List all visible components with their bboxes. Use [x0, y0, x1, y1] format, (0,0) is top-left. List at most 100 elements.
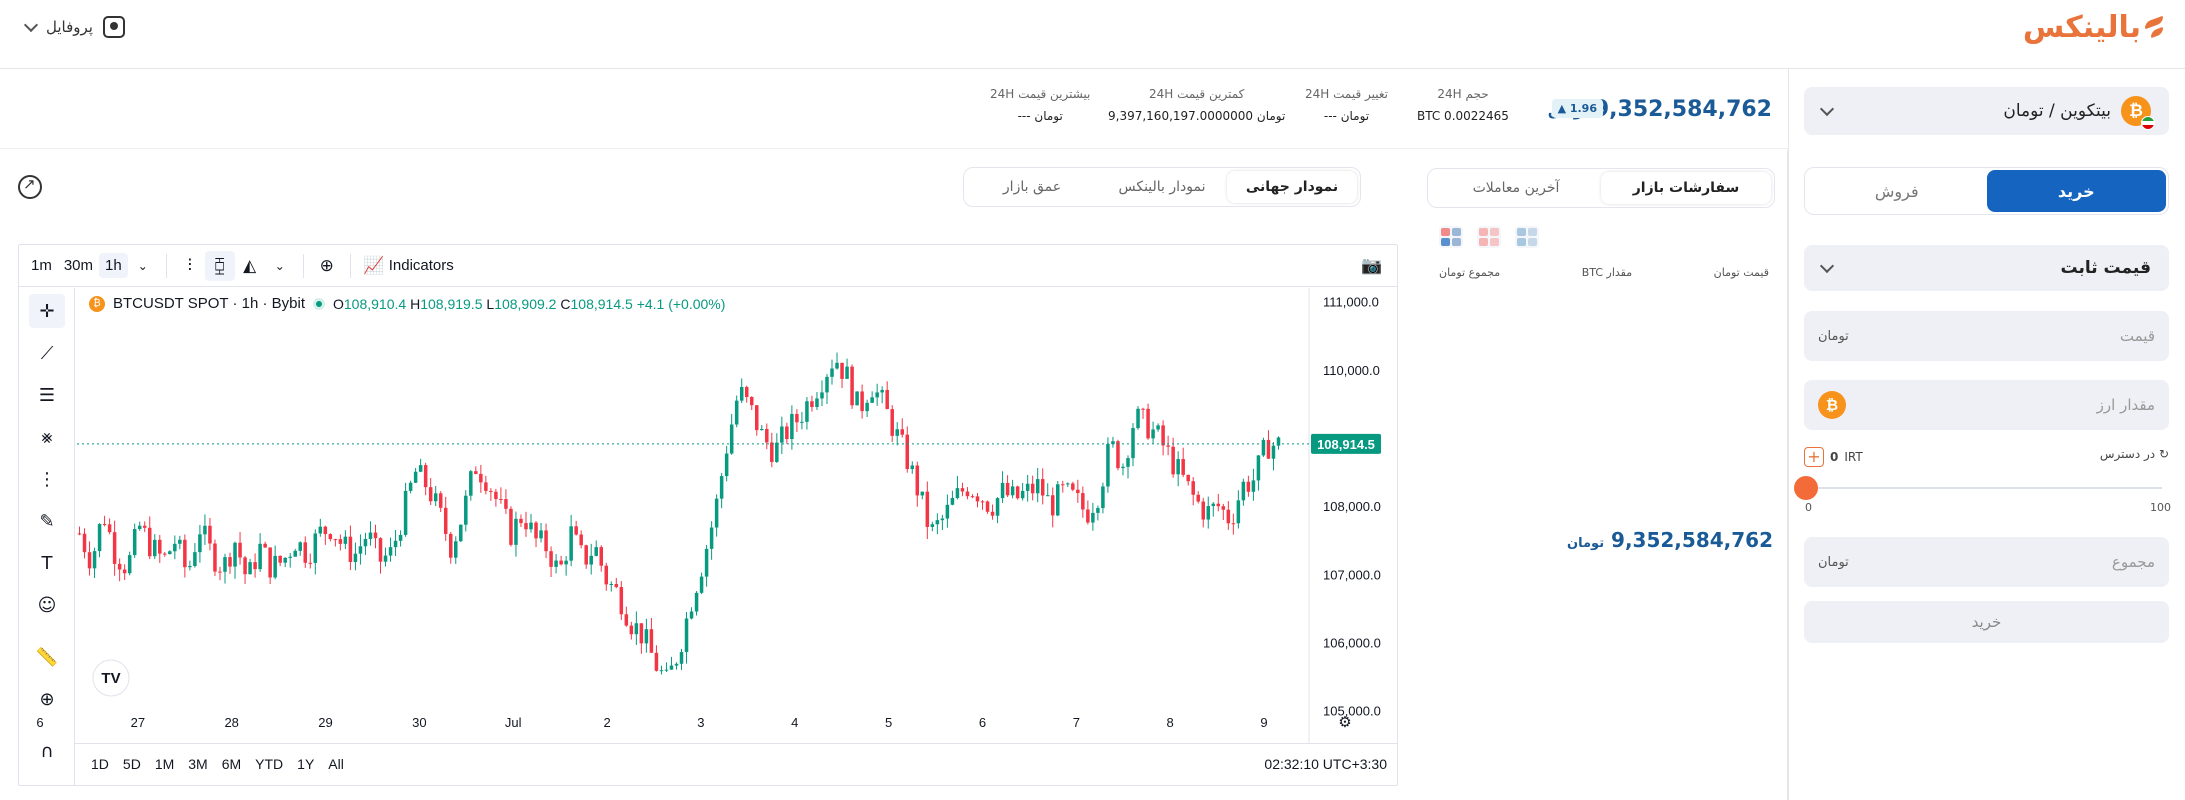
tab-market-orders[interactable]: سفارشات بازار — [1601, 172, 1771, 204]
candle-body — [1181, 459, 1185, 475]
range-5d[interactable]: 5D — [122, 756, 141, 772]
y-tick-label: 110,000.0 — [1323, 363, 1380, 378]
price-chart-canvas[interactable]: 111,000.0 110,000.0 108,000.0 107,000.0 106,… — [19, 288, 1397, 744]
fib-icon[interactable]: ☰ — [38, 384, 56, 406]
total-input[interactable]: مجموع تومان — [1804, 537, 2169, 587]
candle-body — [238, 542, 242, 558]
deposit-plus-button[interactable]: + — [1804, 447, 1824, 467]
sell-tab[interactable]: فروش — [1874, 181, 1919, 201]
profile-menu[interactable]: پروفایل — [23, 16, 125, 38]
tab-balinex-chart[interactable]: نمودار بالینکس — [1118, 179, 1206, 195]
range-1d[interactable]: 1D — [91, 756, 109, 772]
text-icon[interactable]: T — [41, 552, 53, 574]
mid-price-value: 9,352,584,762 — [1611, 528, 1773, 552]
timeframe-1h[interactable]: 1h — [99, 253, 128, 278]
view-bids-icon[interactable] — [1515, 226, 1539, 248]
candle-body — [82, 533, 87, 553]
pair-selector[interactable]: ₿ بیتکوین / تومان — [1804, 87, 2169, 135]
candle-body — [464, 495, 468, 525]
candle-body — [158, 539, 162, 554]
candle-body — [1056, 484, 1060, 516]
available-label: در دسترس — [2099, 447, 2156, 461]
range-all[interactable]: All — [328, 756, 344, 772]
candle-body — [273, 555, 277, 578]
trade-panel: ₿ بیتکوین / تومان خرید فروش قیمت ثابت قی… — [1788, 69, 2185, 800]
emoji-icon[interactable]: ☺ — [37, 594, 57, 616]
candles-icon[interactable]: ⧮ — [204, 250, 235, 281]
range-1y[interactable]: 1Y — [297, 756, 315, 772]
settings-gear-icon: ⚙ — [1338, 714, 1351, 731]
candle-body — [1045, 495, 1050, 497]
tab-global-chart[interactable]: نمودار جهانی — [1227, 171, 1357, 203]
timeframe-30m[interactable]: 30m — [63, 257, 94, 274]
candle-body — [739, 386, 744, 401]
candle-body — [714, 498, 719, 528]
crosshair-icon[interactable]: ✛ — [29, 294, 65, 328]
stat-volume-label: حجم 24H — [1437, 87, 1489, 101]
range-6m[interactable]: 6M — [221, 756, 242, 772]
candle-body — [845, 366, 849, 379]
magnet-icon[interactable]: ∩ — [40, 740, 54, 762]
tab-market-depth[interactable]: عمق بازار — [1002, 179, 1062, 195]
x-tick-label: 27 — [131, 715, 145, 730]
candle-body — [770, 442, 774, 462]
candle-body — [1091, 512, 1095, 523]
candle-body — [820, 392, 824, 399]
chevron-down-icon[interactable]: ⌄ — [274, 258, 285, 273]
amount-input[interactable]: مقدار ارز ₿ — [1804, 380, 2169, 430]
candle-body — [905, 434, 910, 470]
candle-body — [649, 629, 654, 653]
compare-plus-icon[interactable]: ⊕ — [319, 255, 334, 275]
buy-tab[interactable]: خرید — [1986, 170, 2166, 212]
amount-slider[interactable] — [1794, 476, 2162, 500]
buy-submit-button[interactable]: خرید — [1804, 601, 2169, 643]
candle-body — [790, 413, 794, 440]
candle-body — [1030, 483, 1035, 494]
expand-chart-icon[interactable] — [18, 175, 42, 199]
ruler-icon[interactable]: 📏 — [35, 646, 59, 668]
candle-body — [438, 493, 443, 508]
range-ytd[interactable]: YTD — [255, 756, 284, 772]
candle-body — [142, 525, 147, 528]
area-chart-icon[interactable]: ◭ — [243, 255, 257, 275]
range-3m[interactable]: 3M — [188, 756, 208, 772]
projection-icon[interactable]: ⋮ — [38, 468, 56, 490]
price-input[interactable]: قیمت تومان — [1804, 311, 2169, 361]
candle-body — [1061, 484, 1065, 486]
candle-body — [278, 555, 282, 563]
x-tick-label: 6 — [979, 715, 986, 730]
indicators-icon[interactable]: 📈 — [363, 255, 385, 275]
camera-icon[interactable]: 📷 — [1361, 255, 1383, 275]
candle-body — [885, 389, 889, 410]
stat-high-value: تومان --- — [990, 109, 1090, 123]
candle-body — [203, 525, 207, 535]
slider-handle[interactable] — [1794, 476, 1818, 500]
view-asks-icon[interactable] — [1477, 226, 1501, 248]
timeframe-1m[interactable]: 1m — [31, 257, 52, 274]
logo-icon — [2145, 19, 2163, 37]
bitcoin-icon: ₿ — [1818, 391, 1846, 419]
bar-chart-icon[interactable]: ⫶ — [187, 255, 192, 275]
logo[interactable]: بالینکس — [2023, 10, 2163, 45]
chevron-down-icon[interactable]: ⌄ — [137, 258, 148, 273]
symbol-label[interactable]: BTCUSDT SPOT · 1h · Bybit — [113, 295, 305, 312]
y-tick-label: 105,000.0 — [1323, 704, 1381, 719]
tab-last-trades[interactable]: آخرین معاملات — [1472, 180, 1560, 196]
candle-body — [815, 398, 819, 407]
candle-body — [353, 553, 358, 563]
zoom-icon[interactable]: ⊕ — [39, 688, 55, 710]
order-type-select[interactable]: قیمت ثابت — [1804, 245, 2169, 291]
stat-low-unit: تومان — [1256, 109, 1286, 123]
brush-icon[interactable]: ✎ — [39, 510, 55, 532]
range-1m[interactable]: 1M — [154, 756, 175, 772]
candle-body — [1020, 490, 1025, 499]
view-both-icon[interactable] — [1439, 226, 1463, 248]
chevron-down-icon — [1819, 258, 1835, 273]
y-tick-label: 107,000.0 — [1323, 567, 1381, 582]
candle-body — [825, 376, 829, 393]
candle-body — [318, 526, 323, 534]
pattern-icon[interactable]: ⨳ — [41, 426, 53, 448]
trend-line-icon[interactable]: ⟋ — [40, 342, 54, 364]
indicators-button[interactable]: Indicators — [388, 257, 454, 274]
candle-body — [1231, 523, 1236, 525]
